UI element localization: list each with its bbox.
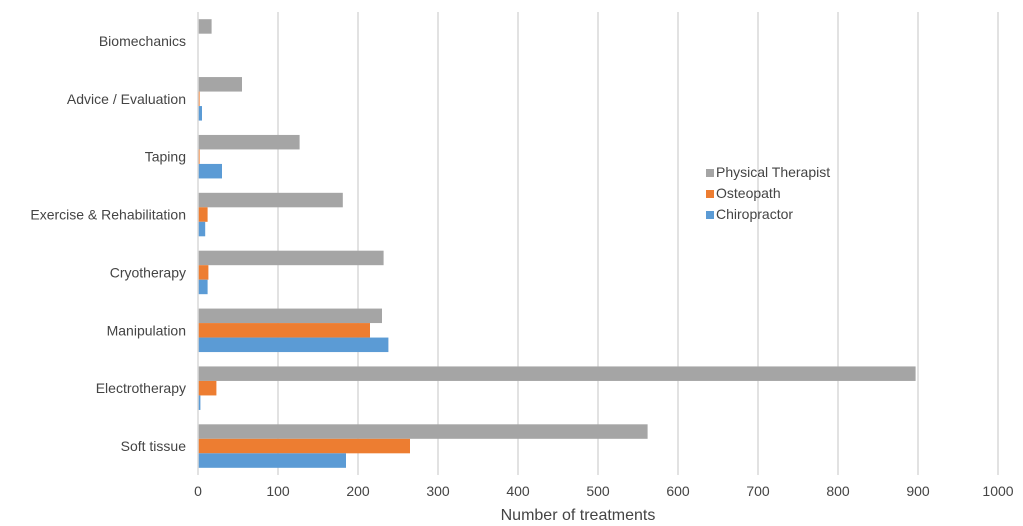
category-label-electrotherapy: Electrotherapy <box>96 380 186 396</box>
legend-swatch-chiropractor <box>706 211 714 219</box>
x-tick-label-500: 500 <box>586 483 610 499</box>
bar-osteopath-advice-evaluation <box>198 91 200 107</box>
bar-osteopath-soft-tissue <box>198 438 410 454</box>
category-label-manipulation: Manipulation <box>107 322 186 338</box>
bars <box>198 19 916 468</box>
bar-chiropractor-advice-evaluation <box>198 106 202 121</box>
bar-physical-therapist-biomechanics <box>198 19 212 34</box>
x-tick-label-800: 800 <box>826 483 850 499</box>
category-label-advice-evaluation: Advice / Evaluation <box>67 91 186 107</box>
x-tick-label-700: 700 <box>746 483 770 499</box>
bar-osteopath-electrotherapy <box>198 380 217 396</box>
bar-osteopath-manipulation <box>198 323 370 338</box>
bar-physical-therapist-manipulation <box>198 308 382 324</box>
x-tick-label-200: 200 <box>346 483 370 499</box>
bar-chiropractor-exercise-rehabilitation <box>198 221 206 237</box>
bar-physical-therapist-exercise-rehabilitation <box>198 192 343 208</box>
axes: 0 100 200 300 400 500 600 700 800 900 1000 Soft tis… <box>30 12 1014 499</box>
legend-swatch-osteopath <box>706 190 714 198</box>
bar-chiropractor-soft-tissue <box>198 453 346 468</box>
x-tick-label-300: 300 <box>426 483 450 499</box>
category-label-cryotherapy: Cryotherapy <box>110 264 186 280</box>
x-tick-label-400: 400 <box>506 483 530 499</box>
bar-chiropractor-cryotherapy <box>198 279 208 295</box>
bar-physical-therapist-taping <box>198 134 300 150</box>
bar-osteopath-exercise-rehabilitation <box>198 207 208 222</box>
bar-chiropractor-taping <box>198 163 222 179</box>
x-tick-label-600: 600 <box>666 483 690 499</box>
x-axis-title: Number of treatments <box>501 507 656 524</box>
x-tick-label-100: 100 <box>266 483 290 499</box>
category-label-exercise-rehabilitation: Exercise & Rehabilitation <box>30 207 186 223</box>
gridlines <box>277 12 999 475</box>
x-tick-label-0: 0 <box>194 483 202 499</box>
bar-osteopath-taping <box>198 149 200 164</box>
bar-physical-therapist-electrotherapy <box>198 366 916 381</box>
legend-label-physical-therapist: Physical Therapist <box>716 164 830 180</box>
bar-chiropractor-electrotherapy <box>198 395 201 410</box>
legend-label-osteopath: Osteopath <box>716 185 781 201</box>
legend: Physical Therapist Osteopath Chiropractor <box>706 164 830 222</box>
category-label-soft-tissue: Soft tissue <box>121 438 187 454</box>
x-tick-label-1000: 1000 <box>982 483 1013 499</box>
category-label-taping: Taping <box>145 149 186 165</box>
bar-physical-therapist-cryotherapy <box>198 250 384 266</box>
category-label-biomechanics: Biomechanics <box>99 33 186 49</box>
x-tick-label-900: 900 <box>906 483 930 499</box>
bar-osteopath-cryotherapy <box>198 265 209 280</box>
bar-chiropractor-manipulation <box>198 337 389 353</box>
legend-label-chiropractor: Chiropractor <box>716 206 793 222</box>
bar-physical-therapist-soft-tissue <box>198 424 648 439</box>
legend-swatch-physical-therapist <box>706 169 714 177</box>
bar-physical-therapist-advice-evaluation <box>198 77 242 92</box>
